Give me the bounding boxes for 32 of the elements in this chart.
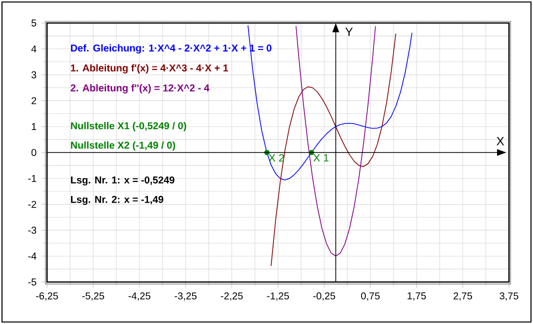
y-axis-title: Y — [345, 28, 353, 36]
annotation: Lsg. Nr. 1: x = -0,5249 — [71, 176, 174, 186]
y-tick-label: 3 — [31, 71, 36, 78]
x-tick-label: -2,25 — [220, 292, 243, 301]
x-axis-title: X — [496, 136, 504, 146]
x-tick-label: -6,25 — [36, 292, 58, 301]
y-tick-label: -2 — [28, 200, 36, 208]
y-tick-label: 5 — [31, 20, 36, 26]
y-tick-label: 2 — [32, 97, 36, 104]
x-tick-label: 3,75 — [500, 292, 518, 301]
annotation: Nullstelle X2 (-1,49 / 0) — [71, 141, 176, 151]
y-tick-label: -4 — [28, 252, 36, 260]
y-tick-label: 4 — [31, 45, 36, 52]
line-series — [296, 26, 376, 256]
annotation: X 1 — [313, 154, 329, 162]
y-tick-label: 0 — [31, 148, 36, 156]
x-tick-label: -1,25 — [267, 292, 289, 301]
y-tick-label: 1 — [32, 123, 36, 130]
x-tick-label: 0,75 — [361, 292, 380, 301]
y-tick-label: -3 — [28, 226, 36, 234]
text: 1. Ableitung f'(x) = 4·X^3 - 4·X + 1 — [70, 64, 228, 74]
y-tick-label: -1 — [28, 174, 36, 182]
x-tick-label: 1,75 — [408, 292, 426, 300]
x-tick-label: 2,75 — [454, 292, 472, 301]
text: 2. Ableitung f''(x) = 12·X^2 - 4 — [70, 84, 210, 94]
annotation: Nullstelle X1 (-0,5249 / 0) — [71, 122, 186, 132]
x-tick-label: -5,25 — [82, 292, 104, 301]
annotation: Lsg. Nr. 2: x = -1,49 — [71, 196, 164, 205]
x-tick-label: -3,25 — [174, 292, 197, 301]
x-tick-label: -4,25 — [128, 292, 150, 301]
y-tick-label: -5 — [28, 278, 36, 286]
x-tick-label: -0,25 — [313, 292, 336, 301]
